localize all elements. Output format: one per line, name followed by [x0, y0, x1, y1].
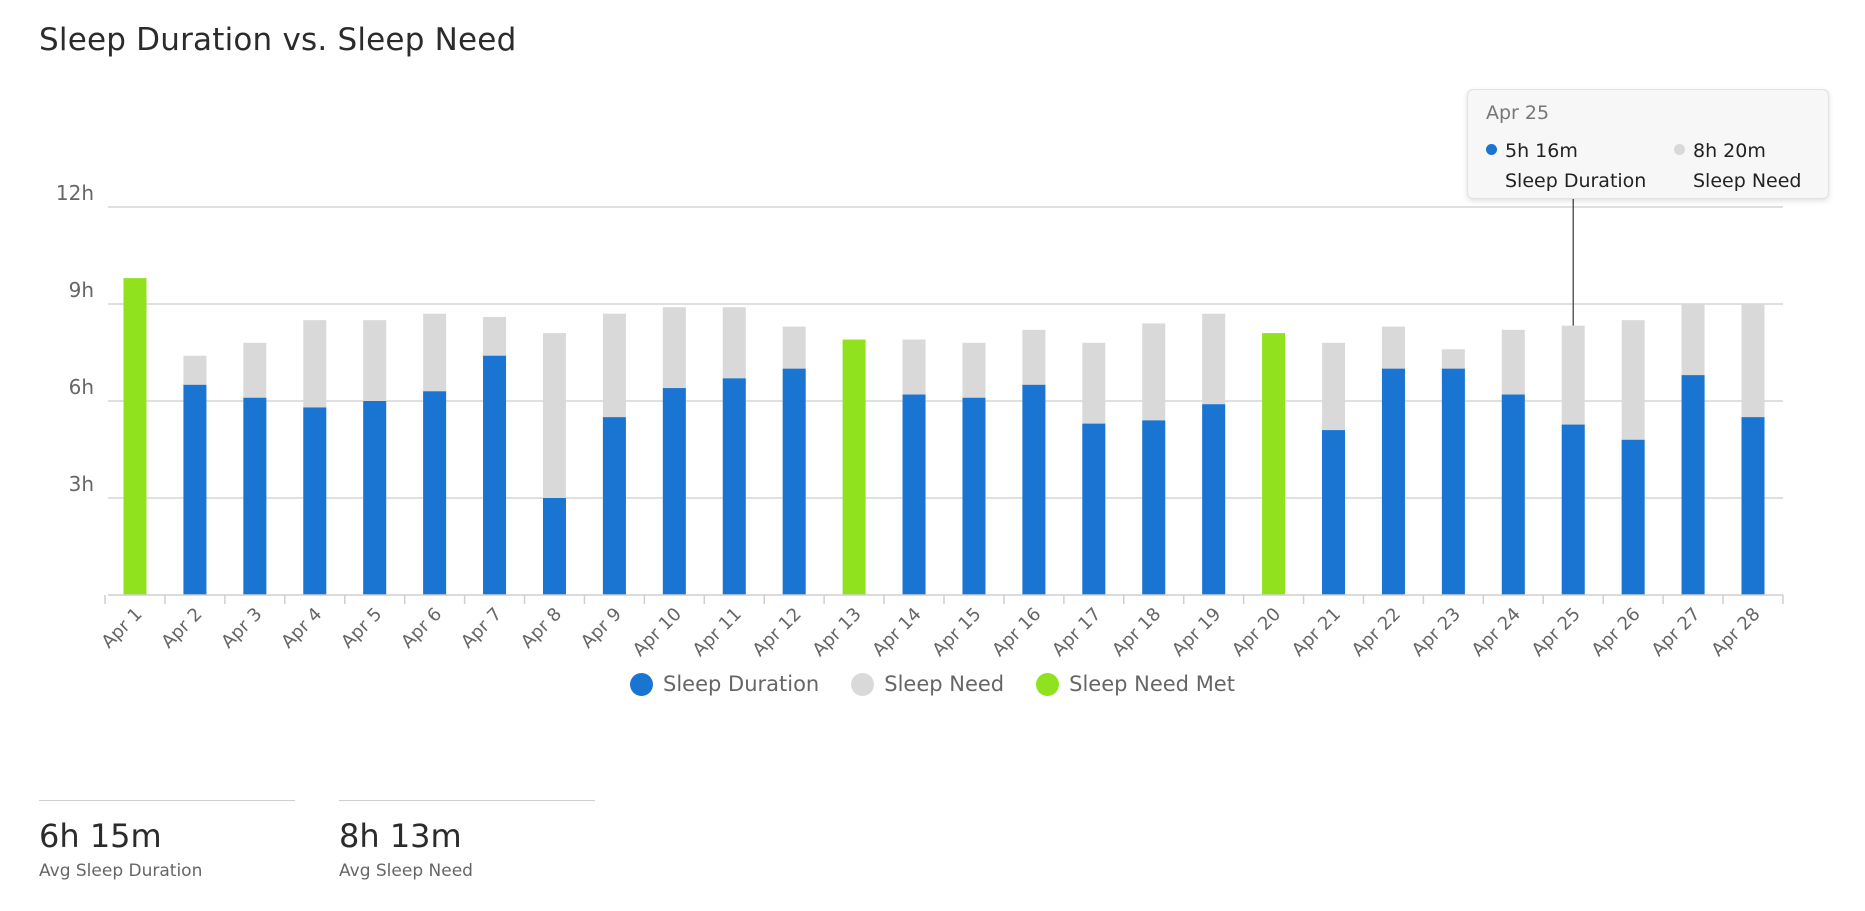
stat-avg-duration-value: 6h 15m: [39, 817, 162, 855]
bars: [123, 278, 1765, 595]
x-tick-label: Apr 28: [1707, 604, 1764, 661]
x-tick-label: Apr 27: [1647, 604, 1704, 661]
grid-lines: 3h 6h 9h 12h: [56, 181, 1783, 499]
bar-sleep-need-met[interactable]: [842, 339, 866, 595]
x-tick-label: Apr 20: [1228, 604, 1285, 661]
tooltip-date: Apr 25: [1486, 102, 1550, 124]
legend-item-sleep-need[interactable]: Sleep Need: [851, 672, 1004, 696]
bar-sleep-duration[interactable]: [902, 394, 926, 595]
tooltip-need-value: 8h 20m: [1693, 140, 1766, 162]
x-tick-label: Apr 16: [988, 604, 1045, 661]
x-tick-label: Apr 15: [928, 604, 985, 661]
stat-avg-sleep-duration: 6h 15m Avg Sleep Duration: [39, 800, 295, 881]
x-tick-label: Apr 4: [277, 604, 326, 653]
bar-sleep-duration[interactable]: [542, 498, 566, 595]
x-tick-label: Apr 5: [337, 604, 386, 653]
bar-sleep-duration[interactable]: [662, 388, 686, 595]
x-tick-label: Apr 21: [1288, 604, 1345, 661]
bar-sleep-need-met[interactable]: [1262, 333, 1286, 595]
stat-avg-need-value: 8h 13m: [339, 817, 462, 855]
legend-label-sleep-need: Sleep Need: [884, 672, 1005, 696]
x-tick-label: Apr 7: [457, 604, 506, 653]
x-tick-label: Apr 6: [397, 604, 446, 653]
stat-avg-duration-label: Avg Sleep Duration: [39, 861, 203, 881]
x-tick-label: Apr 1: [98, 604, 147, 653]
x-tick-label: Apr 13: [809, 604, 866, 661]
y-tick-label: 9h: [69, 278, 94, 302]
legend-item-sleep-need-met[interactable]: Sleep Need Met: [1036, 672, 1235, 696]
x-tick-label: Apr 22: [1348, 604, 1405, 661]
bar-sleep-duration[interactable]: [303, 407, 327, 595]
x-tick-label: Apr 10: [629, 604, 686, 661]
tooltip-duration-dot: [1486, 144, 1497, 155]
tooltip: Apr 25 5h 16m Sleep Duration 8h 20m Slee…: [1467, 89, 1829, 199]
x-tick-label: Apr 12: [749, 604, 806, 661]
bar-sleep-duration[interactable]: [183, 384, 207, 595]
bar-sleep-duration[interactable]: [423, 391, 447, 595]
bar-sleep-duration[interactable]: [722, 378, 746, 595]
legend-swatch-sleep-duration: [630, 672, 654, 696]
bar-sleep-need-met[interactable]: [123, 278, 147, 595]
tooltip-duration-label: Sleep Duration: [1505, 170, 1647, 192]
x-tick-label: Apr 14: [868, 604, 925, 661]
tooltip-need-label: Sleep Need: [1693, 170, 1802, 192]
tooltip-need-dot: [1674, 144, 1685, 155]
bar-sleep-duration[interactable]: [1741, 417, 1765, 595]
tooltip-need: 8h 20m Sleep Need: [1674, 136, 1801, 196]
stat-avg-need-label: Avg Sleep Need: [339, 861, 473, 881]
x-tick-label: Apr 17: [1048, 604, 1105, 661]
x-tick-label: Apr 26: [1588, 604, 1645, 661]
x-tick-label: Apr 2: [157, 604, 206, 653]
legend-label-sleep-need-met: Sleep Need Met: [1069, 672, 1235, 696]
stat-avg-sleep-need: 8h 13m Avg Sleep Need: [339, 800, 595, 881]
bar-sleep-duration[interactable]: [1022, 384, 1046, 595]
tooltip-duration-value: 5h 16m: [1505, 140, 1578, 162]
bar-sleep-duration[interactable]: [1082, 423, 1106, 595]
bar-sleep-duration[interactable]: [602, 417, 626, 595]
bar-sleep-duration[interactable]: [1202, 404, 1226, 595]
x-tick-label: Apr 19: [1168, 604, 1225, 661]
bar-sleep-duration[interactable]: [1322, 430, 1346, 595]
bar-sleep-duration[interactable]: [1681, 375, 1705, 595]
bar-sleep-duration[interactable]: [483, 355, 507, 595]
x-tick-label: Apr 8: [517, 604, 566, 653]
x-axis: Apr 1 Apr 2 Apr 3 Apr 4 Apr 5 Apr 6 Apr 7 Apr 8…: [98, 594, 1784, 661]
chart-title: Sleep Duration vs. Sleep Need: [39, 22, 517, 58]
legend-item-sleep-duration[interactable]: Sleep Duration: [630, 672, 819, 696]
y-tick-label: 3h: [69, 472, 94, 496]
legend-swatch-sleep-need-met: [1036, 672, 1060, 696]
x-tick-label: Apr 11: [689, 604, 746, 661]
bar-sleep-duration[interactable]: [1621, 439, 1645, 595]
x-tick-label: Apr 18: [1108, 604, 1165, 661]
legend-swatch-sleep-need: [851, 672, 875, 696]
x-tick-label: Apr 25: [1528, 604, 1585, 661]
legend-label-sleep-duration: Sleep Duration: [663, 672, 820, 696]
tooltip-duration: 5h 16m Sleep Duration: [1486, 136, 1646, 196]
x-tick-label: Apr 9: [577, 604, 626, 653]
y-tick-label: 6h: [69, 375, 94, 399]
bar-sleep-duration[interactable]: [962, 397, 986, 595]
bar-sleep-duration[interactable]: [1381, 368, 1405, 595]
x-tick-label: Apr 23: [1408, 604, 1465, 661]
bar-sleep-duration[interactable]: [243, 397, 267, 595]
y-tick-label: 12h: [56, 181, 94, 205]
x-tick-label: Apr 3: [217, 604, 266, 653]
bar-sleep-duration[interactable]: [363, 401, 387, 595]
x-tick-label: Apr 24: [1468, 604, 1525, 661]
bar-sleep-duration[interactable]: [1501, 394, 1525, 595]
bar-sleep-duration[interactable]: [782, 368, 806, 595]
bar-sleep-duration[interactable]: [1561, 424, 1585, 595]
bar-sleep-duration[interactable]: [1142, 420, 1166, 595]
legend: Sleep Duration Sleep Need Sleep Need Met: [0, 672, 1865, 696]
bar-sleep-duration[interactable]: [1441, 368, 1465, 595]
